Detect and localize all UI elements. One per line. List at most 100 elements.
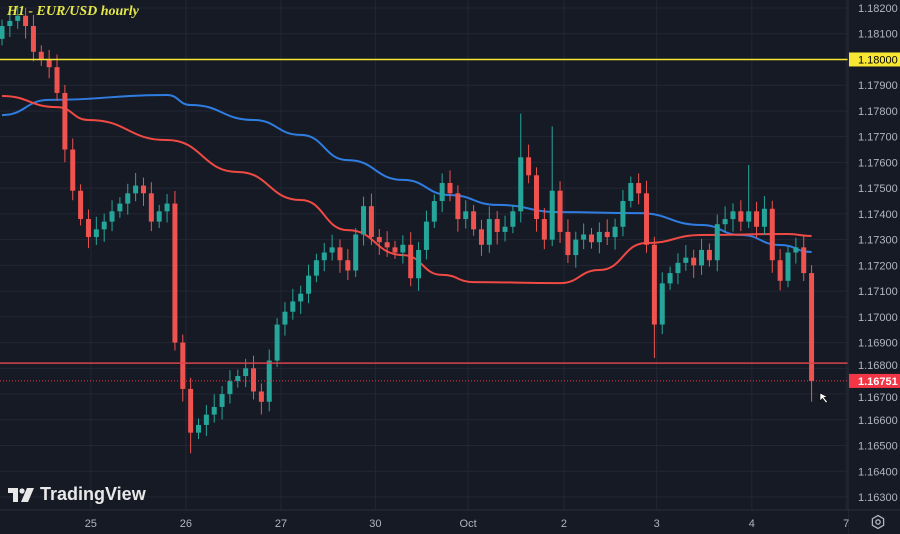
candle-up [463,211,469,220]
price-tick-label: 1.17200 [858,260,898,272]
candle-up [15,15,21,21]
time-axis-labels: 25 26 27 30 Oct 2 3 4 7 [85,518,850,530]
candle-up [133,185,139,194]
candle-down [769,208,775,261]
candle-down [526,157,532,176]
price-tick-label: 1.17300 [858,235,898,247]
candle-down [384,242,390,248]
candle-up [203,414,209,425]
time-tick-label: 3 [654,518,660,530]
logo-text: TradingView [40,484,146,504]
candle-up [321,252,327,261]
candle-up [620,201,626,227]
candle-up [793,247,799,253]
candle-up [573,239,579,256]
level-label-bg [849,52,900,67]
candle-down [368,206,374,238]
candle-down [533,175,539,220]
candle-down [471,211,477,230]
candle-up [431,201,437,222]
tradingview-logo-icon [8,487,34,502]
candle-up [683,257,689,263]
candle-down [604,231,610,238]
candle-down [691,257,697,266]
horizontal-levels[interactable] [0,58,848,382]
candle-up [699,249,705,266]
candle-up [746,211,752,222]
candle-up [101,221,107,230]
candle-down [180,342,186,389]
candle-up [667,273,673,284]
price-tick-label: 1.17000 [858,312,898,324]
candle-up [628,183,634,202]
level-labels: 1.18000 1.16751 [849,52,900,388]
candle-up [306,275,312,294]
candle-up [235,376,241,382]
candle-down [565,231,571,256]
price-tick-label: 1.16700 [858,392,898,404]
candle-up [486,219,492,245]
candle-up [549,190,555,240]
price-tick-label: 1.16600 [858,415,898,427]
candle-down [188,388,194,433]
time-tick-label: Oct [460,518,477,530]
candle-down [172,203,178,343]
candle-up [156,211,162,222]
candle-up [93,229,99,238]
candle-up [164,203,170,212]
price-tick-label: 1.16900 [858,338,898,350]
chart-settings-button[interactable] [870,514,886,533]
candle-up [125,193,131,204]
candle-up [714,224,720,261]
price-tick-label: 1.16800 [858,360,898,372]
candle-up [612,226,618,238]
chart-title: H1 - EUR/USD hourly [7,4,139,19]
price-tick-label: 1.17500 [858,183,898,195]
time-axis[interactable] [0,510,848,534]
candle-down [345,260,351,271]
candle-up [313,260,319,276]
candle-down [754,211,760,227]
cursor-arrow-icon [819,392,829,404]
candle-down [447,183,453,194]
candle-down [85,219,91,238]
moving-averages [1,93,812,285]
candle-up [211,406,217,415]
candle-down [78,190,84,220]
candle-up [785,252,791,281]
candle-up [361,206,367,235]
candle-up [353,234,359,271]
candle-up [510,211,516,227]
candle-up [298,293,304,302]
candle-up [439,183,445,202]
price-tick-label: 1.16400 [858,466,898,478]
candle-up [329,247,335,253]
time-tick-label: 25 [85,518,97,530]
candle-up [243,368,249,377]
candle-down [70,149,76,191]
candle-down [337,247,343,261]
candle-up [423,221,429,250]
candle-down [738,211,744,222]
candle-up [761,208,767,227]
candle-up [7,20,13,27]
moving-average-blue [1,93,812,253]
candle-down [777,260,783,281]
candle-up [730,211,736,220]
time-tick-label: 30 [369,518,381,530]
candle-down [636,183,642,194]
level-price-label: 1.18000 [858,54,898,66]
candle-down [23,15,29,27]
price-axis[interactable] [848,0,900,534]
price-tick-label: 1.17100 [858,286,898,298]
candle-up [0,26,5,39]
time-tick-label: 27 [275,518,287,530]
candle-down [408,244,414,279]
candle-down [557,190,563,232]
current-price-label: 1.16751 [858,376,898,388]
candle-up [596,231,602,243]
price-tick-label: 1.17600 [858,157,898,169]
candle-up [581,234,587,240]
candle-down [148,193,154,222]
